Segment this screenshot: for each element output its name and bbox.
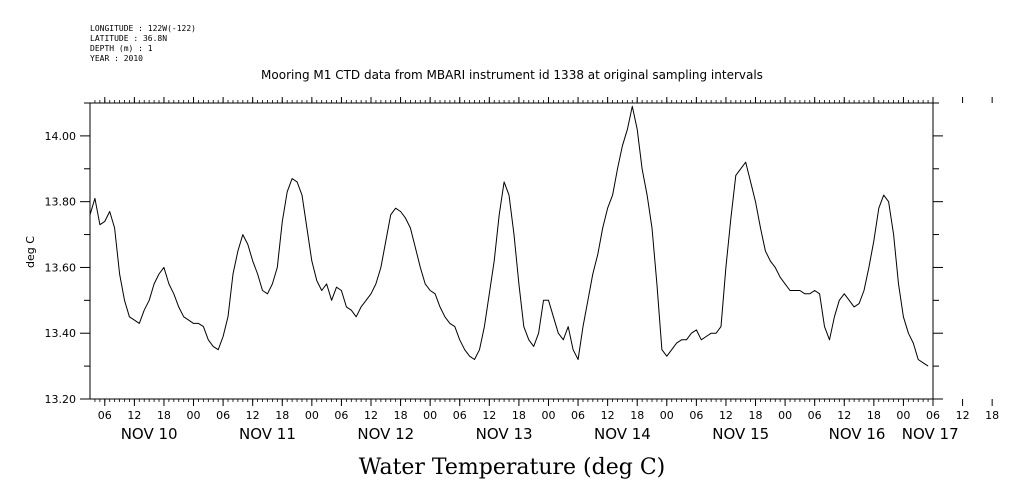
x-tick-label: 12 (601, 409, 615, 422)
x-day-label: NOV 17 (902, 425, 959, 443)
y-tick-label: 13.40 (45, 327, 77, 340)
x-tick-label: 12 (719, 409, 733, 422)
x-tick-label: 06 (216, 409, 230, 422)
x-tick-label: 18 (749, 409, 763, 422)
x-axis-label: Water Temperature (deg C) (359, 455, 666, 480)
temperature-series-line (89, 105, 929, 367)
x-tick-label: 06 (334, 409, 348, 422)
x-tick-label: 00 (896, 409, 910, 422)
y-tick-label: 13.80 (45, 196, 77, 209)
series-layer (89, 105, 929, 367)
y-tick-label: 13.60 (45, 261, 77, 274)
x-tick-label: 06 (453, 409, 467, 422)
x-tick-label: 18 (985, 409, 999, 422)
x-tick-label: 12 (127, 409, 141, 422)
x-day-label: NOV 12 (357, 425, 414, 443)
x-tick-label: 00 (187, 409, 201, 422)
x-tick-label: 18 (630, 409, 644, 422)
x-tick-label: 06 (689, 409, 703, 422)
x-tick-label: 12 (956, 409, 970, 422)
x-tick-label: 18 (512, 409, 526, 422)
x-tick-label: 12 (364, 409, 378, 422)
y-tick-label: 14.00 (45, 130, 77, 143)
plot-border (89, 102, 934, 400)
x-tick-label: 06 (98, 409, 112, 422)
x-tick-label: 00 (305, 409, 319, 422)
x-day-label: NOV 15 (712, 425, 769, 443)
x-tick-label: 06 (571, 409, 585, 422)
y-axis: 13.20 13.40 13.60 13.80 14.00 (45, 102, 943, 406)
metadata-longitude: LONGITUDE : 122W(-122) (90, 24, 196, 33)
x-day-label: NOV 16 (829, 425, 886, 443)
x-axis: 06 12 18 00 06 12 18 00 06 12 18 00 06 12 18 00 06 12 18 00… (98, 97, 999, 443)
x-tick-label: 12 (482, 409, 496, 422)
metadata-block: LONGITUDE : 122W(-122) LATITUDE : 36.8N … (90, 24, 196, 63)
x-tick-label: 06 (808, 409, 822, 422)
x-day-label: NOV 13 (476, 425, 533, 443)
y-axis-label: deg C (24, 236, 37, 268)
x-tick-label: 12 (246, 409, 260, 422)
x-tick-label: 00 (778, 409, 792, 422)
x-tick-label: 00 (541, 409, 555, 422)
x-tick-label: 06 (926, 409, 940, 422)
x-day-label: NOV 11 (239, 425, 296, 443)
x-day-label: NOV 10 (121, 425, 178, 443)
x-tick-label: 12 (837, 409, 851, 422)
metadata-latitude: LATITUDE : 36.8N (90, 34, 167, 43)
x-tick-label: 18 (275, 409, 289, 422)
x-tick-label: 00 (660, 409, 674, 422)
x-tick-label: 18 (157, 409, 171, 422)
y-tick-label: 13.20 (45, 393, 77, 406)
x-day-label: NOV 14 (594, 425, 651, 443)
metadata-depth: DEPTH (m) : 1 (90, 44, 153, 53)
x-tick-label: 00 (423, 409, 437, 422)
plot-frame (89, 100, 934, 402)
chart-title: Mooring M1 CTD data from MBARI instrumen… (261, 68, 763, 82)
x-tick-label: 18 (867, 409, 881, 422)
metadata-year: YEAR : 2010 (90, 54, 143, 63)
x-tick-label: 18 (394, 409, 408, 422)
